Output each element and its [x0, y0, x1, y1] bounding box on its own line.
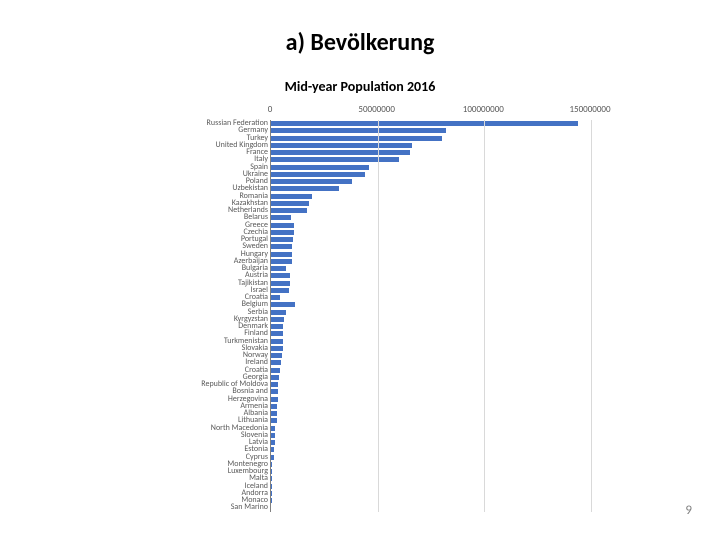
x-tick-label: 100000000	[463, 104, 504, 115]
bar	[271, 165, 369, 170]
country-label: Belarus	[100, 214, 268, 221]
country-label: Germany	[100, 127, 268, 134]
country-label: Norway	[100, 352, 268, 359]
bar	[271, 476, 272, 481]
y-axis-labels: Russian FederationGermanyTurkeyUnited Ki…	[100, 120, 268, 512]
country-label: Estonia	[100, 446, 268, 453]
x-tick-label: 50000000	[358, 104, 395, 115]
bar	[271, 295, 280, 300]
bar	[271, 288, 289, 293]
bar	[271, 273, 290, 278]
bar	[271, 230, 294, 235]
country-label: Latvia	[100, 439, 268, 446]
bar	[271, 462, 272, 467]
country-label: Malta	[100, 475, 268, 482]
bar	[271, 208, 307, 213]
country-label: Netherlands	[100, 207, 268, 214]
bar	[271, 426, 275, 431]
bar	[271, 121, 578, 126]
country-label: Denmark	[100, 323, 268, 330]
x-tick-label: 150000000	[569, 104, 610, 115]
bar	[271, 447, 274, 452]
slide: a) Bevölkerung Mid-year Population 2016 …	[0, 0, 720, 540]
bar	[271, 360, 281, 365]
bar	[271, 310, 286, 315]
bar	[271, 194, 312, 199]
bar	[271, 375, 279, 380]
bar	[271, 324, 283, 329]
bars-container	[271, 120, 591, 512]
bar	[271, 353, 282, 358]
bar	[271, 411, 277, 416]
country-label: Luxembourg	[100, 468, 268, 475]
bar	[271, 128, 446, 133]
bar	[271, 433, 275, 438]
bar	[271, 368, 280, 373]
bar	[271, 389, 278, 394]
bar	[271, 382, 278, 387]
country-label: Armenia	[100, 403, 268, 410]
bar	[271, 484, 272, 489]
population-chart: 050000000100000000150000000 Russian Fede…	[100, 104, 590, 512]
bar	[271, 404, 277, 409]
bar	[271, 244, 292, 249]
bar	[271, 346, 283, 351]
bar	[271, 397, 278, 402]
x-tick-label: 0	[268, 104, 273, 115]
bar	[271, 469, 272, 474]
bar	[271, 339, 283, 344]
plot-area	[270, 120, 591, 512]
country-label: Ukraine	[100, 171, 268, 178]
bar	[271, 331, 283, 336]
bar	[271, 302, 295, 307]
country-label: Bulgaria	[100, 265, 268, 272]
chart-title: Mid-year Population 2016	[0, 78, 720, 95]
country-label: Ireland	[100, 359, 268, 366]
bar	[271, 237, 293, 242]
bar	[271, 440, 275, 445]
x-axis-labels: 050000000100000000150000000	[100, 104, 590, 118]
bar	[271, 136, 442, 141]
gridline	[591, 120, 592, 512]
bar	[271, 179, 352, 184]
main-title: a) Bevölkerung	[0, 28, 720, 57]
bar	[271, 223, 294, 228]
country-label: Belgium	[100, 301, 268, 308]
bar	[271, 186, 339, 191]
country-label: Italy	[100, 156, 268, 163]
bar	[271, 418, 277, 423]
page-number: 9	[685, 503, 692, 518]
bar	[271, 157, 399, 162]
gridline	[378, 120, 379, 512]
bar	[271, 259, 292, 264]
country-label: Israel	[100, 287, 268, 294]
gridline	[484, 120, 485, 512]
bar	[271, 172, 365, 177]
bar	[271, 266, 286, 271]
country-label: San Marino	[100, 504, 268, 511]
country-label: France	[100, 149, 268, 156]
bar	[271, 215, 291, 220]
bar	[271, 455, 274, 460]
bar	[271, 252, 292, 257]
bar	[271, 150, 410, 155]
bar	[271, 143, 412, 148]
bar	[271, 281, 290, 286]
country-label: United Kingdom	[100, 142, 268, 149]
country-label: Slovenia	[100, 432, 268, 439]
country-label: Greece	[100, 222, 268, 229]
bar	[271, 317, 284, 322]
bar	[271, 201, 309, 206]
country-label: Tajikistan	[100, 280, 268, 287]
